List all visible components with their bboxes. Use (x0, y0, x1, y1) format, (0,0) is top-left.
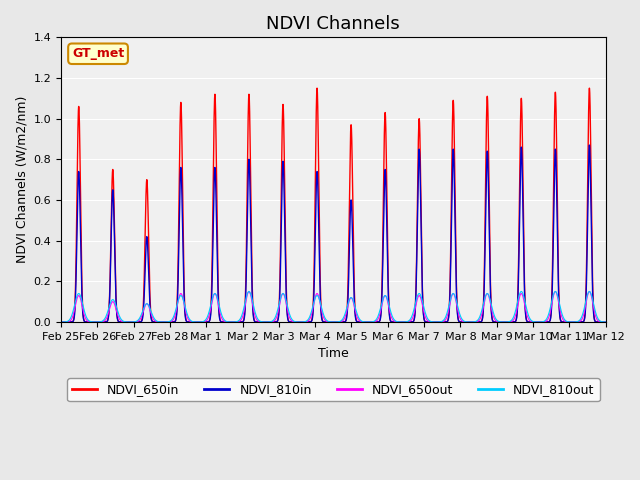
NDVI_650in (76, 155, 84, 160)
NDVI_650out (57, 319, 65, 325)
NDVI_810in (389, 319, 397, 325)
NDVI_810in (374, 319, 382, 325)
NDVI_650out (374, 315, 382, 321)
NDVI_810in (266, 319, 274, 325)
NDVI_810out (602, 319, 609, 325)
Legend: NDVI_650in, NDVI_810in, NDVI_650out, NDVI_810out: NDVI_650in, NDVI_810in, NDVI_650out, NDV… (67, 378, 600, 401)
NDVI_810out (314, 293, 321, 299)
NDVI_650out (267, 319, 275, 325)
Y-axis label: NDVI Channels (W/m2/nm): NDVI Channels (W/m2/nm) (15, 96, 28, 264)
NDVI_810out (374, 312, 382, 318)
NDVI_650in (389, 319, 397, 325)
Line: NDVI_650in: NDVI_650in (61, 88, 605, 322)
NDVI_810in (57, 319, 65, 325)
NDVI_650in (313, 85, 321, 91)
NDVI_810out (57, 319, 65, 325)
NDVI_650out (473, 319, 481, 324)
NDVI_810out (76, 292, 84, 298)
NDVI_810out (245, 288, 253, 294)
Text: GT_met: GT_met (72, 47, 124, 60)
NDVI_810in (313, 168, 321, 174)
Line: NDVI_810out: NDVI_810out (61, 291, 605, 322)
NDVI_650out (76, 294, 84, 300)
NDVI_810in (602, 319, 609, 325)
NDVI_650out (245, 288, 253, 294)
NDVI_810out (473, 318, 481, 324)
NDVI_810out (267, 319, 275, 324)
X-axis label: Time: Time (318, 347, 349, 360)
NDVI_650in (314, 86, 321, 92)
Line: NDVI_810in: NDVI_810in (61, 145, 605, 322)
NDVI_650out (389, 317, 397, 323)
NDVI_810in (586, 142, 593, 148)
NDVI_650in (57, 319, 65, 325)
NDVI_810out (389, 315, 397, 321)
NDVI_650out (314, 291, 321, 297)
Title: NDVI Channels: NDVI Channels (266, 15, 400, 33)
NDVI_650in (602, 319, 609, 325)
NDVI_650in (473, 319, 481, 325)
NDVI_650in (266, 319, 274, 325)
Line: NDVI_650out: NDVI_650out (61, 291, 605, 322)
NDVI_650out (602, 319, 609, 325)
NDVI_810in (76, 204, 84, 210)
NDVI_650in (374, 319, 382, 325)
NDVI_810in (472, 319, 480, 325)
